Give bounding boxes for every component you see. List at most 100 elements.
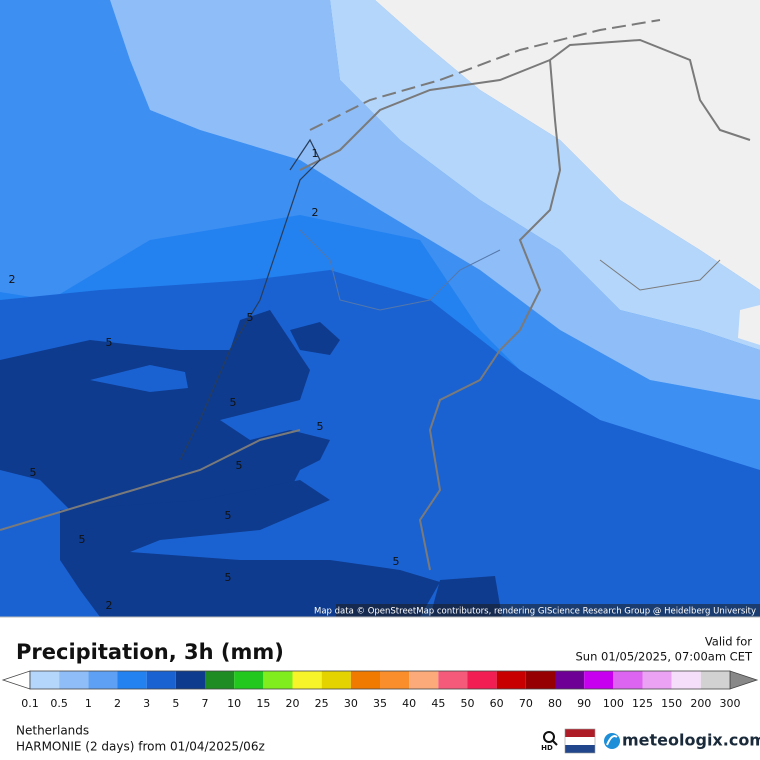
contour — [179, 138, 321, 461]
legend-label: 45 — [431, 697, 445, 710]
legend-label: 1 — [85, 697, 92, 710]
legend-label: 90 — [577, 697, 591, 710]
legend-swatch — [671, 671, 701, 689]
legend-swatch — [350, 671, 380, 689]
legend-swatch — [321, 671, 351, 689]
legend-swatch — [584, 671, 614, 689]
magnifier-icon — [543, 731, 555, 743]
legend-label: 70 — [519, 697, 533, 710]
legend-swatch — [613, 671, 643, 689]
title: Precipitation, 3h (mm) — [16, 640, 284, 664]
contour-labels: 1 2 2 5 5 5 5 5 5 5 5 5 5 2 — [9, 147, 400, 612]
contour-label: 1 — [312, 147, 319, 160]
magnifier-handle — [552, 740, 558, 746]
precip-5-7 — [0, 310, 330, 510]
islands — [309, 19, 661, 131]
legend-swatch — [117, 671, 147, 689]
legend-label: 0.1 — [21, 697, 39, 710]
flag-white — [565, 737, 595, 745]
legend-swatch — [292, 671, 322, 689]
legend-swatch — [59, 671, 89, 689]
contour-label: 2 — [9, 273, 16, 286]
contour-label: 5 — [236, 459, 243, 472]
legend-label: 15 — [256, 697, 270, 710]
legend-label: 200 — [690, 697, 711, 710]
contour-label: 5 — [79, 533, 86, 546]
attribution[interactable]: Map data © OpenStreetMap contributors, r… — [314, 607, 756, 617]
brand[interactable]: meteologix.com — [604, 731, 760, 750]
provinces — [299, 229, 501, 311]
legend-label: 80 — [548, 697, 562, 710]
no-precip — [375, 0, 760, 290]
precip-5-7 — [60, 480, 440, 617]
legend-label: 35 — [373, 697, 387, 710]
borders — [0, 19, 751, 571]
legend-label: 100 — [603, 697, 624, 710]
contour-label: 5 — [225, 571, 232, 584]
flag-red — [565, 729, 595, 737]
legend-label: 300 — [720, 697, 741, 710]
map: 1 2 2 5 5 5 5 5 5 5 5 5 5 2 Map data © O… — [0, 0, 760, 617]
precip-0.1-0.5 — [330, 0, 760, 350]
legend-swatch — [146, 671, 176, 689]
legend-swatch — [467, 671, 497, 689]
contour-label: 5 — [106, 336, 113, 349]
legend: 0.1 0.5 1 2 3 5 7 10 15 20 25 30 35 40 45 50 60 70 80 90 100… — [1, 670, 759, 710]
legend-label: 150 — [661, 697, 682, 710]
legend-swatch — [234, 671, 264, 689]
legend-frame — [29, 670, 731, 690]
legend-label: 3 — [143, 697, 150, 710]
legend-swatch — [205, 671, 235, 689]
legend-swatch — [525, 671, 555, 689]
coastline — [549, 38, 751, 141]
precip-0.5-1 — [110, 0, 760, 400]
legend-swatch — [555, 671, 585, 689]
legend-arrow-low — [1, 670, 31, 690]
model-run: HARMONIE (2 days) from 01/04/2025/06z — [16, 740, 265, 754]
legend-label: 20 — [286, 697, 300, 710]
legend-label: 60 — [490, 697, 504, 710]
legend-label: 40 — [402, 697, 416, 710]
contour-label: 5 — [225, 509, 232, 522]
legend-swatch — [175, 671, 205, 689]
legend-label: 2 — [114, 697, 121, 710]
border — [0, 429, 301, 531]
contour-label: 2 — [106, 599, 113, 612]
legend-label: 10 — [227, 697, 241, 710]
legend-arrow-high — [729, 670, 759, 690]
legend-swatch — [88, 671, 118, 689]
legend-swatch — [642, 671, 672, 689]
legend-swatch — [438, 671, 468, 689]
legend-label: 5 — [172, 697, 179, 710]
legend-swatch — [496, 671, 526, 689]
contour-label: 5 — [230, 396, 237, 409]
contour-label: 5 — [247, 311, 254, 324]
legend-swatch — [263, 671, 293, 689]
hd-toggle[interactable]: HD — [541, 731, 558, 752]
legend-label: 125 — [632, 697, 653, 710]
legend-label: 30 — [344, 697, 358, 710]
valid-label: Valid for — [705, 635, 752, 649]
legend-label: 0.5 — [50, 697, 68, 710]
flag-blue — [565, 745, 595, 753]
brand-logo-mark — [606, 735, 618, 746]
flag-border — [564, 728, 596, 754]
region: Netherlands — [16, 724, 89, 738]
hd-label: HD — [541, 744, 553, 752]
contour-label: 5 — [30, 466, 37, 479]
legend-label: 7 — [202, 697, 209, 710]
legend-label: 50 — [461, 697, 475, 710]
attribution-bg — [336, 604, 760, 617]
flag — [564, 728, 596, 754]
contour-label: 5 — [393, 555, 400, 568]
legend-swatch — [700, 671, 730, 689]
contours — [179, 138, 321, 461]
legend-swatch — [409, 671, 439, 689]
contour-label: 5 — [317, 420, 324, 433]
legend-label: 25 — [315, 697, 329, 710]
coastline — [299, 58, 562, 571]
precip-1-2 — [0, 0, 760, 470]
no-precip — [738, 305, 760, 345]
precip-5-7 — [290, 322, 340, 355]
